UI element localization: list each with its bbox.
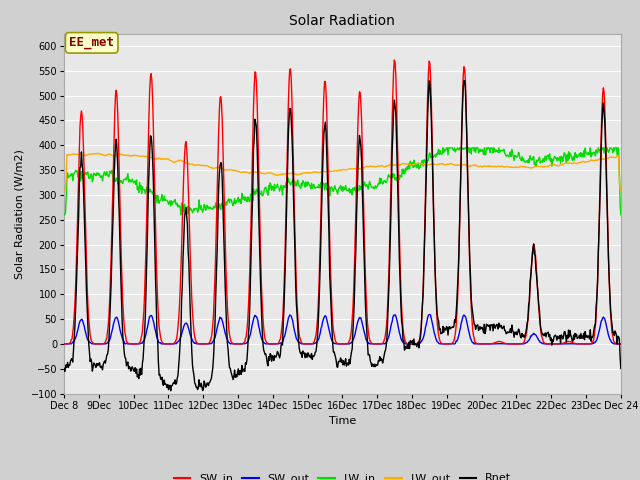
LW_in [255, 190, 263, 196]
Rnet [460, 78, 468, 84]
Rnet [125, 364, 133, 370]
SW_in [617, 341, 625, 347]
LW_in [276, 185, 284, 191]
SW_out [277, 340, 285, 346]
Line: Rnet: Rnet [64, 81, 621, 391]
Line: LW_in: LW_in [64, 148, 621, 215]
LW_in [439, 145, 447, 151]
SW_out [262, 341, 269, 347]
Rnet [432, 284, 440, 289]
SW_in [548, 341, 556, 347]
Y-axis label: Solar Radiation (W/m2): Solar Radiation (W/m2) [15, 149, 25, 278]
LW_out [126, 153, 134, 159]
LW_out [401, 161, 408, 167]
SW_in [228, 339, 236, 345]
Rnet [256, 261, 264, 266]
Line: LW_out: LW_out [64, 153, 621, 190]
LW_out [93, 150, 101, 156]
Rnet [617, 366, 625, 372]
SW_in [390, 57, 398, 63]
LW_out [256, 170, 264, 176]
SW_out [426, 312, 434, 317]
Line: SW_in: SW_in [64, 60, 621, 344]
SW_in [276, 336, 284, 342]
X-axis label: Time: Time [329, 416, 356, 426]
LW_in [617, 212, 625, 218]
SW_in [125, 341, 133, 347]
SW_out [617, 341, 625, 347]
Rnet [277, 342, 285, 348]
SW_in [432, 285, 440, 290]
Title: Solar Radiation: Solar Radiation [289, 14, 396, 28]
LW_in [431, 152, 439, 158]
LW_out [617, 187, 625, 193]
LW_out [277, 171, 285, 177]
LW_in [228, 198, 236, 204]
Rnet [401, 348, 408, 353]
SW_in [401, 336, 408, 341]
Rnet [228, 374, 236, 380]
LW_out [432, 161, 440, 167]
LW_in [60, 212, 68, 218]
LW_in [125, 177, 133, 182]
Legend: SW_in, SW_out, LW_in, LW_out, Rnet: SW_in, SW_out, LW_in, LW_out, Rnet [169, 469, 516, 480]
SW_in [60, 341, 68, 347]
Rnet [60, 365, 68, 371]
SW_out [60, 341, 68, 347]
Line: SW_out: SW_out [64, 314, 621, 344]
SW_out [125, 341, 133, 347]
Rnet [167, 388, 175, 394]
SW_in [255, 194, 263, 200]
LW_in [400, 166, 408, 172]
LW_out [60, 187, 68, 193]
Text: EE_met: EE_met [69, 36, 114, 49]
SW_out [433, 337, 440, 343]
SW_out [401, 340, 408, 346]
SW_out [255, 325, 263, 331]
LW_out [228, 167, 236, 173]
SW_out [228, 341, 236, 347]
